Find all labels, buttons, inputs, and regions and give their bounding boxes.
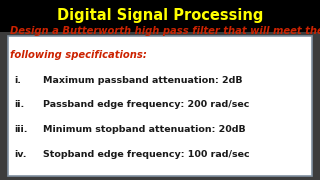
Text: Passband edge frequency: 200 rad/sec: Passband edge frequency: 200 rad/sec bbox=[43, 100, 250, 109]
Text: Stopband edge frequency: 100 rad/sec: Stopband edge frequency: 100 rad/sec bbox=[43, 150, 250, 159]
Text: iv.: iv. bbox=[14, 150, 27, 159]
Text: ii.: ii. bbox=[14, 100, 25, 109]
Bar bbox=[8, 36, 312, 175]
Text: following specifications:: following specifications: bbox=[10, 50, 147, 60]
Text: Design a Butterworth high pass filter that will meet the: Design a Butterworth high pass filter th… bbox=[10, 26, 320, 37]
Text: Maximum passband attenuation: 2dB: Maximum passband attenuation: 2dB bbox=[43, 76, 243, 85]
Text: Minimum stopband attenuation: 20dB: Minimum stopband attenuation: 20dB bbox=[43, 125, 246, 134]
Text: i.: i. bbox=[14, 76, 21, 85]
Bar bbox=[0, 0, 320, 31]
Text: iii.: iii. bbox=[14, 125, 28, 134]
Text: Digital Signal Processing: Digital Signal Processing bbox=[57, 8, 263, 23]
